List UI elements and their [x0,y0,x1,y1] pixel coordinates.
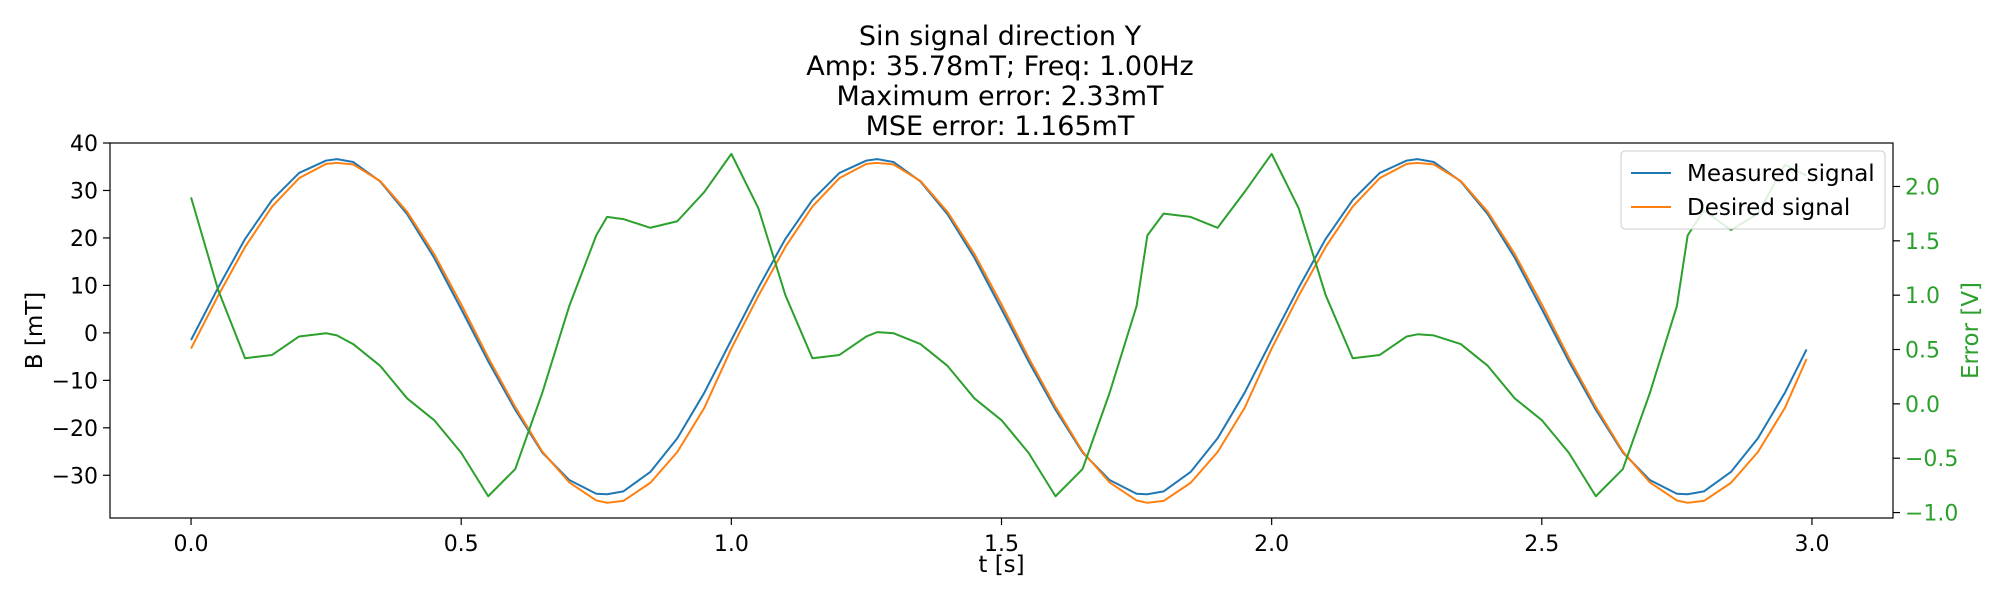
legend-label: Measured signal [1687,161,1875,187]
y-axis-label: B [mT] [22,292,48,370]
title-line: MSE error: 1.165mT [866,111,1135,142]
y-tick-label: 20 [70,227,98,252]
x-axis-ticks: 0.0 0.5 1.0 1.5 2.0 2.5 3.0 [174,518,1829,557]
y2-tick-label: 1.0 [1905,284,1940,309]
y2-tick-label: 0.5 [1905,339,1940,364]
x-tick-label: 2.0 [1254,532,1289,557]
legend-box [1620,150,1886,230]
x-tick-label: 1.5 [984,532,1019,557]
x-axis-label: t [s] [978,552,1024,578]
y-tick-label: 0 [84,322,98,347]
y-tick-label: −10 [52,369,98,394]
y2-axis-label: Error [V] [1958,282,1984,379]
title-line: Sin signal direction Y [859,21,1142,52]
x-tick-label: 2.5 [1524,532,1559,557]
title-line: Maximum error: 2.33mT [836,81,1164,112]
legend: Measured signal Desired signal [1620,150,1886,230]
y-tick-label: 40 [70,132,98,157]
y2-tick-label: 2.0 [1905,175,1940,200]
y2-tick-label: −0.5 [1905,447,1958,472]
x-tick-label: 0.5 [444,532,479,557]
left-axis-ticks: 40 30 20 10 0 −10 −20 −30 [52,132,110,489]
y-tick-label: 30 [70,179,98,204]
right-axis-ticks: 2.0 1.5 1.0 0.5 0.0 −0.5 −1.0 [1893,175,1958,527]
y-tick-label: 10 [70,274,98,299]
y-tick-label: −20 [52,417,98,442]
legend-label: Desired signal [1687,195,1850,221]
x-tick-label: 0.0 [174,532,209,557]
y2-tick-label: 1.5 [1905,230,1940,255]
x-tick-label: 3.0 [1794,532,1829,557]
series-lines [190,152,1808,504]
series-line-2 [190,152,1807,498]
y-tick-label: −30 [52,464,98,489]
y2-tick-label: −1.0 [1905,502,1958,527]
x-tick-label: 1.0 [714,532,749,557]
series-line-0 [190,158,1808,496]
title-line: Amp: 35.78mT; Freq: 1.00Hz [806,51,1193,82]
series-line-1 [190,161,1808,504]
y2-tick-label: 0.0 [1905,393,1940,418]
